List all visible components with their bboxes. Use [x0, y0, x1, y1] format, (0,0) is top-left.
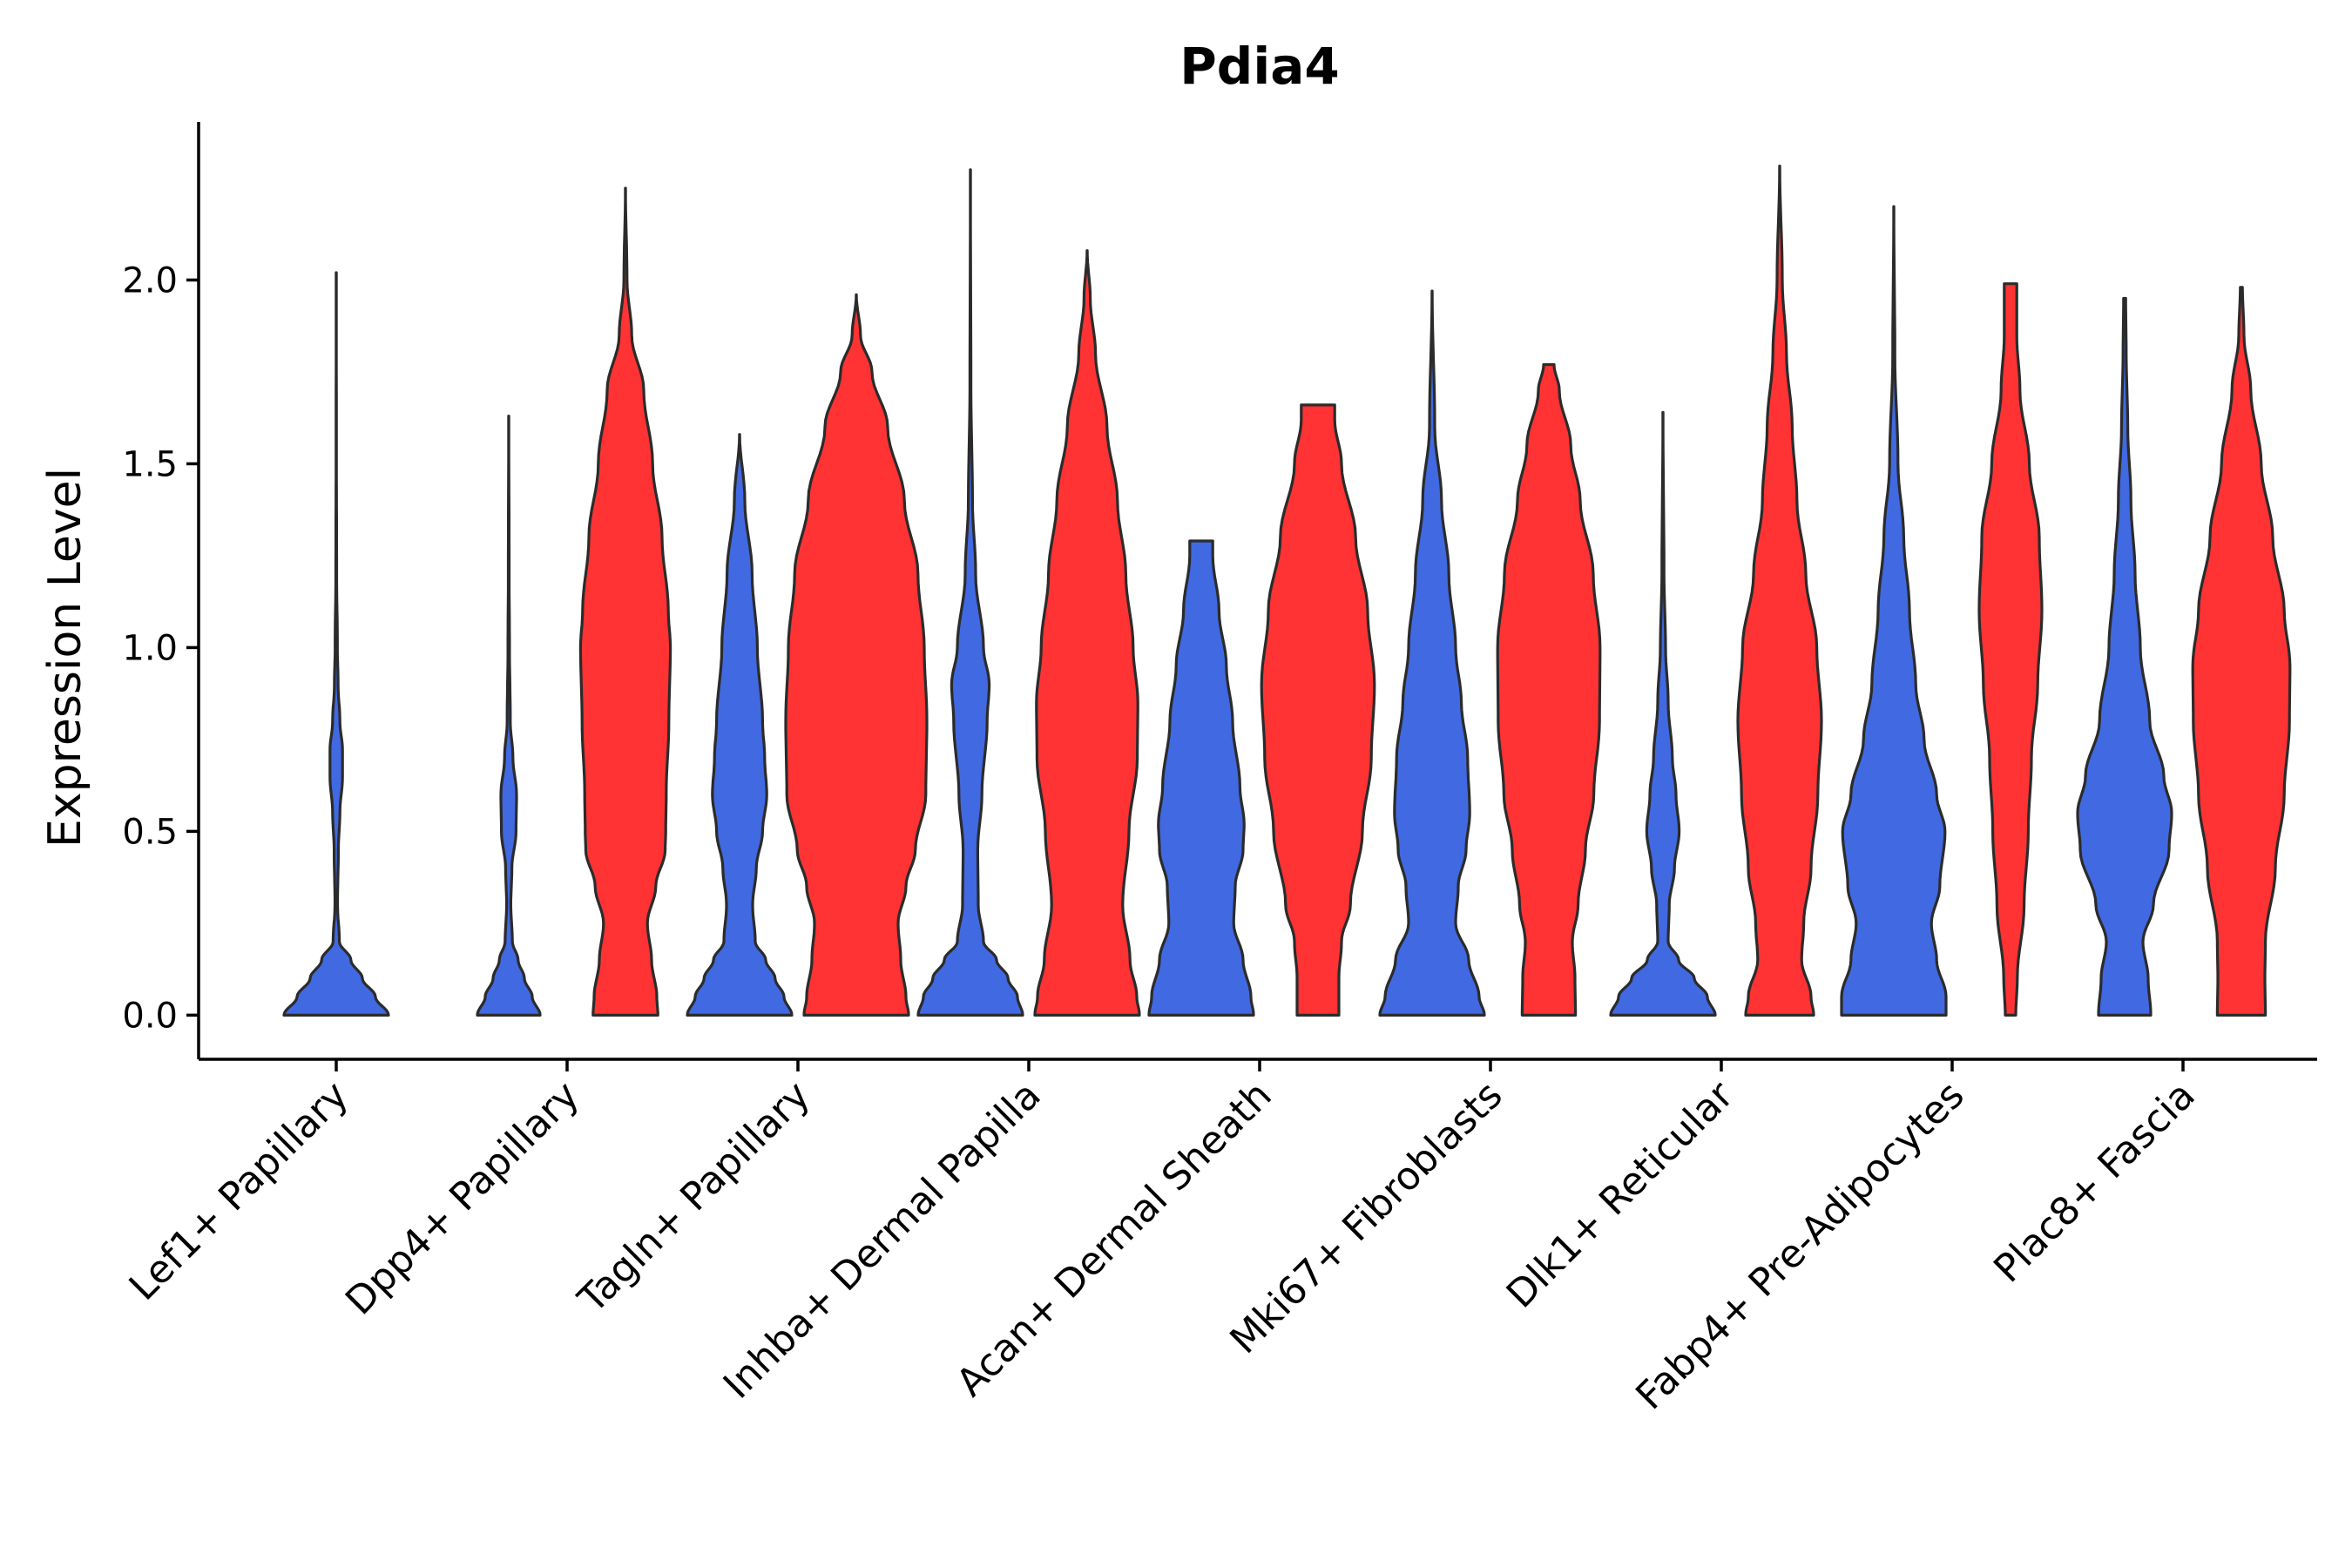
violin-red-tagln-papillary: [784, 293, 929, 1017]
violin-blue-tagln-papillary: [686, 433, 794, 1017]
violin-group: [282, 165, 2292, 1017]
y-ticks: 0.0 0.5 1.0 1.5 2.0: [122, 260, 199, 1036]
violin-red-plac8-fascia: [2191, 286, 2292, 1017]
y-tick-label: 2.0: [122, 260, 178, 301]
violin-red-mki67-fibroblasts: [1496, 362, 1602, 1017]
y-tick-label: 1.5: [122, 444, 178, 484]
y-tick-label: 0.0: [122, 996, 178, 1036]
violin-red-inhba-dermal-papilla: [1033, 249, 1141, 1017]
y-tick-label: 0.5: [122, 812, 178, 852]
violin-blue-dlk1-reticular: [1609, 410, 1717, 1017]
violin-blue-inhba-dermal-papilla: [916, 168, 1024, 1017]
y-tick-label: 1.0: [122, 628, 178, 668]
x-tick-label: Dpp4+ Papillary: [337, 1073, 588, 1324]
x-tick-label: Lef1+ Papillary: [121, 1073, 357, 1309]
violin-blue-dpp4-papillary: [476, 415, 542, 1017]
violin-blue-acan-dermal-sheath: [1147, 539, 1255, 1017]
violin-blue-lef1-papillary: [282, 271, 390, 1017]
violin-blue-plac8-fascia: [2076, 296, 2173, 1017]
violin-blue-mki67-fibroblasts: [1378, 289, 1486, 1017]
x-tick-label: Plac8+ Fascia: [1985, 1073, 2204, 1292]
violin-red-acan-dermal-sheath: [1260, 403, 1376, 1017]
y-axis-label: Expression Level: [39, 468, 91, 848]
x-tick-label: Dlk1+ Reticular: [1498, 1072, 1743, 1317]
chart-title: Pdia4: [1179, 37, 1339, 96]
x-tick-label: Tagln+ Papillary: [570, 1073, 819, 1322]
violin-blue-fabp4-pre-adipocytes: [1840, 205, 1948, 1017]
violin-red-dpp4-papillary: [578, 186, 672, 1017]
violin-red-dlk1-reticular: [1736, 165, 1823, 1017]
violin-red-fabp4-pre-adipocytes: [1977, 282, 2044, 1017]
